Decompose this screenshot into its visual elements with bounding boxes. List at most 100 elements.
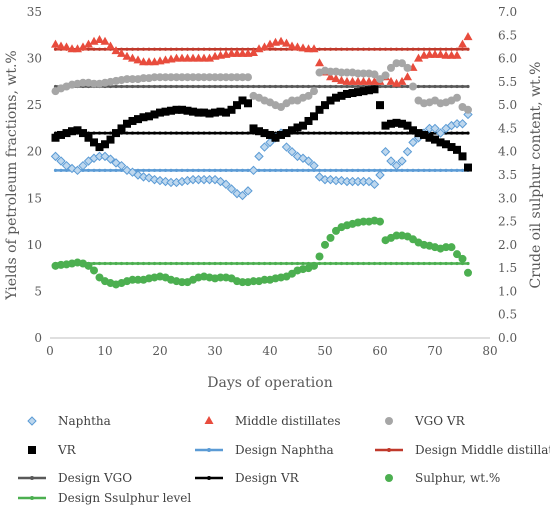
design-line-point — [163, 84, 168, 89]
data-point — [260, 42, 269, 51]
design-line-point — [59, 168, 63, 172]
data-point — [172, 73, 181, 82]
data-point — [304, 116, 313, 125]
legend-item-vgo-vr: VGO VR — [385, 414, 466, 428]
data-point — [321, 240, 329, 249]
design-line-point — [224, 261, 228, 266]
design-line-point — [235, 168, 239, 172]
design-line-point — [213, 47, 217, 51]
design-line-point — [295, 84, 300, 89]
data-point — [414, 129, 423, 138]
data-point — [354, 88, 362, 97]
data-point — [298, 43, 308, 52]
design-line-point — [317, 84, 322, 89]
design-line-point — [389, 168, 393, 172]
data-point — [359, 69, 368, 78]
data-point — [276, 36, 286, 45]
design-line-point — [196, 168, 201, 172]
legend-swatch-dot — [30, 496, 34, 500]
data-point — [464, 105, 472, 114]
design-line-point — [438, 84, 443, 89]
data-point — [150, 73, 159, 82]
data-point — [248, 165, 259, 176]
design-line-point — [455, 131, 459, 135]
design-line-point — [361, 168, 366, 172]
design-line-point — [185, 131, 190, 135]
data-point — [453, 250, 461, 259]
design-line-point — [339, 84, 344, 89]
data-point — [50, 151, 61, 162]
design-line-point — [152, 261, 157, 266]
y2-tick-label: 2.0 — [498, 238, 517, 252]
design-line-point — [345, 261, 349, 266]
design-line-point — [323, 261, 327, 266]
design-line-point — [169, 84, 173, 89]
y2-tick-label: 1.0 — [498, 284, 517, 298]
data-point — [123, 119, 131, 128]
design-line-point — [328, 168, 333, 172]
legend-item-sulphur-wt: Sulphur, wt.% — [385, 471, 500, 485]
y2-tick-label: 3.5 — [498, 168, 517, 182]
data-point — [370, 70, 379, 79]
design-line-point — [433, 84, 437, 89]
design-line-point — [141, 131, 146, 135]
design-line-point — [169, 168, 173, 172]
data-point — [282, 38, 291, 47]
design-line-point — [422, 47, 426, 51]
design-line-point — [196, 131, 201, 135]
series-vr — [51, 85, 472, 172]
data-point — [409, 126, 417, 135]
design-line-point — [356, 168, 360, 172]
design-line-point — [328, 84, 333, 89]
design-line-point — [246, 84, 250, 89]
data-point — [436, 138, 445, 147]
design-line-point — [334, 131, 338, 135]
y-tick-label: 25 — [27, 98, 42, 112]
data-point — [78, 42, 88, 51]
design-line-point — [367, 261, 371, 266]
design-line-point — [207, 47, 212, 51]
design-line-point — [433, 47, 437, 51]
data-point — [244, 73, 252, 82]
design-line-point — [224, 168, 228, 172]
data-point — [359, 217, 368, 226]
design-line-point — [268, 168, 272, 172]
design-line-point — [235, 131, 239, 135]
design-line-point — [350, 47, 355, 51]
data-point — [172, 105, 181, 114]
design-line-point — [323, 47, 327, 51]
y2-tick-label: 1.5 — [498, 261, 517, 275]
data-point — [326, 72, 335, 81]
series-naphtha — [50, 109, 473, 201]
design-line-point — [240, 131, 245, 135]
design-line-point — [251, 261, 256, 266]
y2-tick-label: 6.0 — [498, 52, 517, 66]
design-line-point — [312, 131, 316, 135]
design-line-point — [125, 131, 129, 135]
design-line-point — [213, 84, 217, 89]
data-point — [402, 147, 413, 157]
x-tick-label: 40 — [262, 344, 277, 358]
design-line-point — [174, 168, 179, 172]
data-point — [233, 73, 241, 82]
design-line-point — [180, 168, 184, 172]
design-line-point — [383, 131, 388, 135]
data-point — [95, 34, 104, 43]
design-line-point — [158, 84, 162, 89]
design-line-point — [350, 131, 355, 135]
design-line-point — [191, 261, 195, 266]
series-design-naphtha — [53, 168, 470, 172]
design-line-point — [268, 47, 272, 51]
design-line-point — [323, 84, 327, 89]
data-point — [90, 266, 98, 275]
design-line-point — [202, 131, 206, 135]
design-line-point — [466, 47, 470, 51]
data-point — [227, 73, 236, 82]
data-point — [84, 133, 93, 142]
legend-label: Design VGO — [58, 471, 132, 485]
legend-label: Middle distillates — [235, 414, 341, 428]
data-point — [326, 67, 335, 76]
data-point — [309, 160, 319, 171]
data-point — [387, 63, 395, 72]
y-axis-title: Yields of petroleum fractions, wt.% — [4, 50, 20, 300]
